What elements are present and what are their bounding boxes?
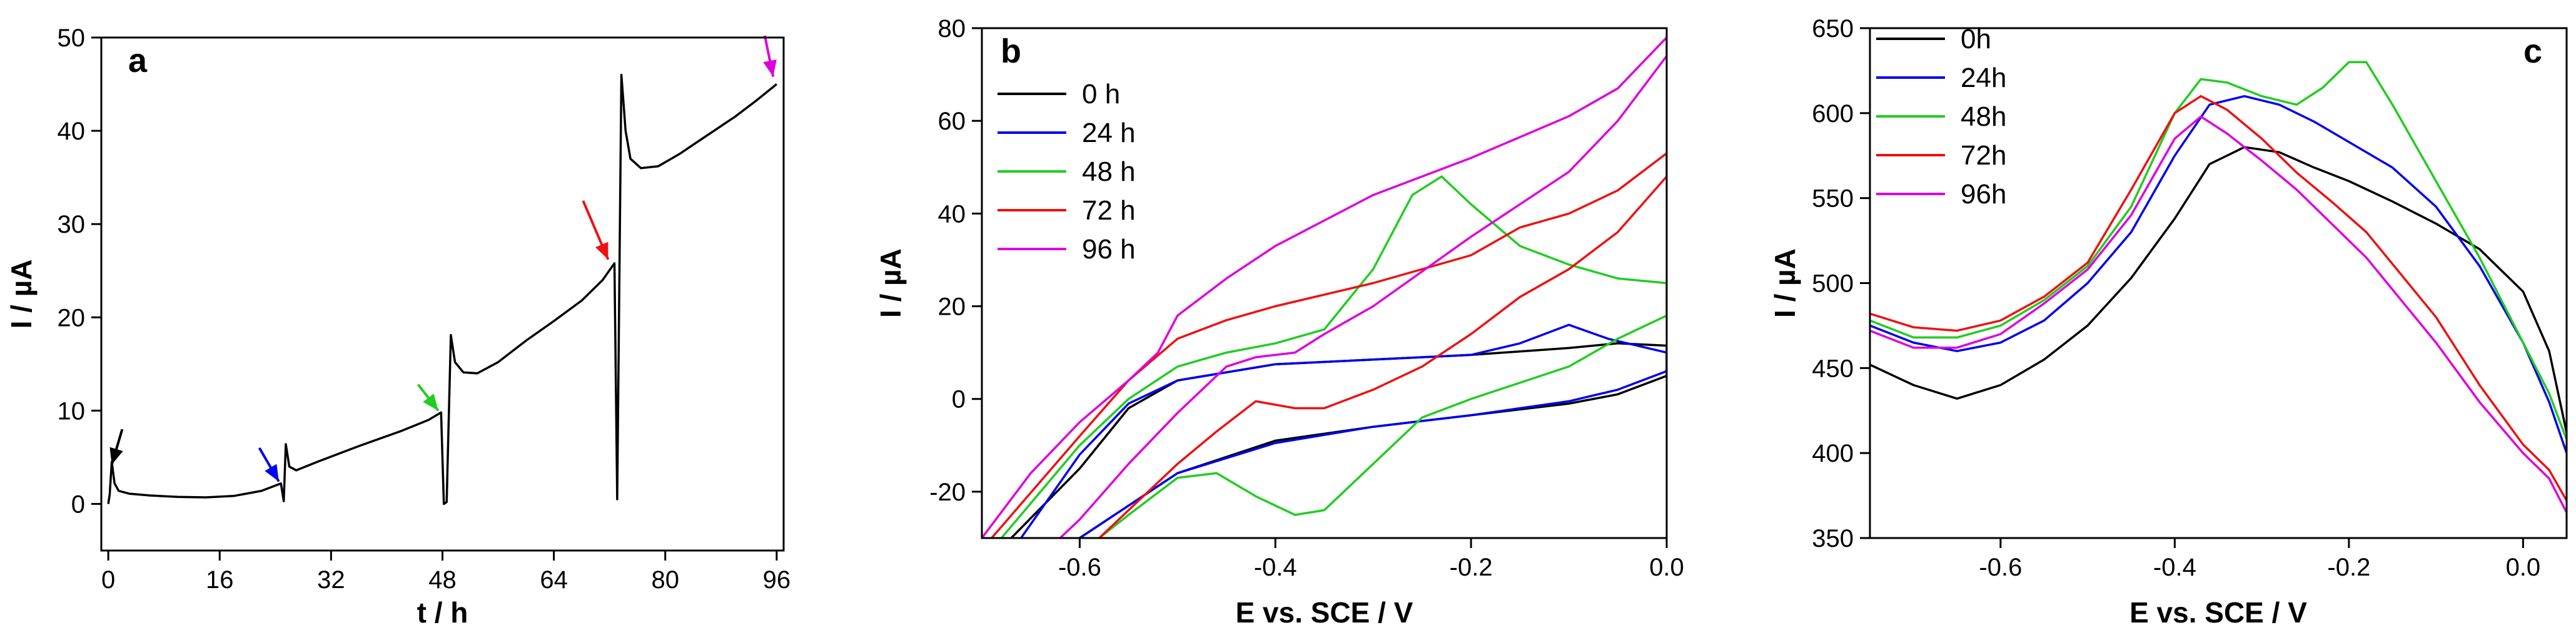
chart-panel-b: -0.6 -0.4 -0.2 0.0 -20 0 20 40 60 80 E vs. SCE / V… (874, 15, 1684, 629)
legend-label-c-2: 48h (1961, 101, 2006, 132)
x-axis-label-c: E vs. SCE / V (2129, 596, 2307, 629)
arrow-head-4 (763, 59, 777, 77)
arrow-head-2 (423, 394, 438, 411)
series-line-c-4 (1870, 115, 2567, 514)
panel-label-c: c (2523, 33, 2542, 70)
y-tick-label-c-0: 350 (1812, 525, 1854, 552)
x-tick-label-b-1: -0.4 (1254, 554, 1297, 581)
x-tick-label-b-2: -0.2 (1450, 554, 1493, 581)
series-line-b-1 (1020, 323, 1667, 538)
y-tick-label-a-3: 30 (58, 211, 86, 238)
x-tick-label-a-3: 48 (428, 566, 457, 594)
y-tick-label-b-3: 40 (938, 200, 966, 228)
series-line-b-3 (991, 152, 1667, 538)
y-tick-label-c-5: 600 (1812, 100, 1854, 128)
y-tick-label-c-4: 550 (1812, 185, 1854, 213)
y-tick-label-a-2: 20 (58, 304, 86, 332)
legend-label-c-4: 96h (1961, 179, 2006, 210)
chart-panel-c: -0.6 -0.4 -0.2 0.0 350 400 450 500 550 600 650 E vs… (1769, 15, 2568, 629)
x-tick-label-a-4: 64 (540, 566, 568, 594)
legend-label-b-2: 48 h (1082, 156, 1136, 187)
legend-label-b-0: 0 h (1082, 79, 1120, 109)
x-tick-label-a-5: 80 (651, 566, 679, 594)
chart-panel-a: 0 16 32 48 64 80 96 0 10 20 30 40 50 t / h I / µA a (5, 24, 790, 629)
y-tick-label-c-6: 650 (1812, 15, 1854, 43)
series-line-a-0 (107, 73, 777, 505)
series-line-c-3 (1870, 94, 2567, 502)
x-tick-label-a-0: 0 (101, 566, 115, 594)
x-tick-label-c-2: -0.2 (2327, 554, 2370, 581)
x-tick-label-b-3: 0.0 (1649, 554, 1684, 581)
x-tick-label-a-2: 32 (317, 566, 345, 594)
legend-label-b-4: 96 h (1082, 234, 1136, 265)
series-line-b-0 (1010, 342, 1667, 538)
series-line-b-2 (1000, 175, 1667, 538)
x-tick-label-c-1: -0.4 (2153, 554, 2196, 581)
y-axis-label-a: I / µA (5, 260, 38, 329)
series-line-c-2 (1870, 61, 2567, 440)
arrow-head-3 (595, 241, 609, 260)
x-tick-label-a-6: 96 (763, 566, 791, 594)
series-line-c-1 (1870, 94, 2567, 454)
y-tick-label-a-4: 40 (58, 118, 86, 145)
x-tick-label-a-1: 16 (206, 566, 234, 594)
x-tick-label-c-0: -0.6 (1979, 554, 2022, 581)
y-tick-label-a-5: 50 (58, 24, 86, 52)
legend-label-c-1: 24h (1961, 63, 2006, 93)
series-line-b-4 (982, 36, 1667, 538)
y-tick-label-c-3: 500 (1812, 270, 1854, 298)
y-tick-label-a-1: 10 (58, 397, 86, 425)
legend-label-b-1: 24 h (1082, 118, 1136, 148)
y-tick-label-c-2: 450 (1812, 355, 1854, 382)
arrow-head-1 (265, 464, 279, 482)
x-tick-label-c-3: 0.0 (2506, 554, 2541, 581)
y-axis-label-b: I / µA (874, 248, 907, 318)
panel-label-b: b (1001, 33, 1021, 70)
y-tick-label-a-0: 0 (71, 490, 85, 518)
x-axis-label-b: E vs. SCE / V (1236, 596, 1413, 629)
legend-label-b-3: 72 h (1082, 195, 1136, 226)
arrow-head-0 (109, 447, 123, 465)
y-tick-label-b-4: 60 (938, 108, 966, 135)
y-tick-label-b-1: 0 (952, 386, 966, 414)
y-axis-label-c: I / µA (1769, 248, 1801, 318)
axes-frame-b (981, 27, 1668, 539)
y-tick-label-b-5: 80 (938, 15, 966, 43)
x-axis-label-a: t / h (417, 596, 468, 629)
y-tick-label-b-2: 20 (938, 293, 966, 321)
legend-label-c-3: 72h (1961, 140, 2006, 171)
panel-label-a: a (128, 42, 148, 79)
y-tick-label-b-0: -20 (929, 479, 966, 506)
x-tick-label-b-0: -0.6 (1058, 554, 1101, 581)
y-tick-label-c-1: 400 (1812, 440, 1854, 467)
legend-label-c-0: 0h (1961, 24, 1991, 54)
